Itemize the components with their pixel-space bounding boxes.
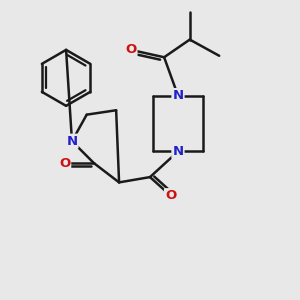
Text: O: O <box>165 189 176 202</box>
Text: N: N <box>172 145 184 158</box>
Text: O: O <box>125 44 136 56</box>
Text: N: N <box>66 135 77 148</box>
Text: O: O <box>59 157 70 170</box>
Text: N: N <box>172 89 184 102</box>
